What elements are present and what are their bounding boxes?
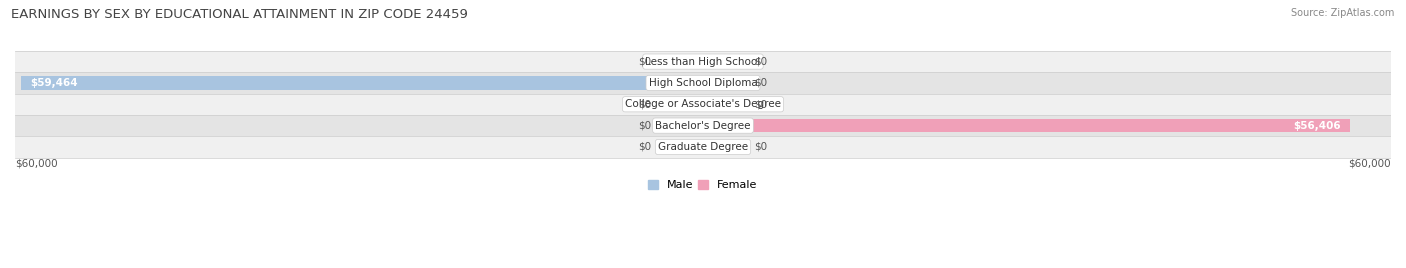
Bar bbox=[662, 140, 703, 154]
Bar bbox=[15, 115, 1391, 136]
Text: $0: $0 bbox=[755, 142, 768, 152]
Bar bbox=[703, 76, 744, 90]
Text: $0: $0 bbox=[638, 99, 651, 109]
Bar bbox=[21, 76, 703, 90]
Text: Graduate Degree: Graduate Degree bbox=[658, 142, 748, 152]
Text: High School Diploma: High School Diploma bbox=[648, 78, 758, 88]
Text: $60,000: $60,000 bbox=[15, 159, 58, 169]
Bar bbox=[703, 98, 744, 111]
Text: Less than High School: Less than High School bbox=[645, 57, 761, 66]
Bar bbox=[662, 98, 703, 111]
Text: $59,464: $59,464 bbox=[31, 78, 77, 88]
Text: College or Associate's Degree: College or Associate's Degree bbox=[626, 99, 780, 109]
Text: $0: $0 bbox=[638, 121, 651, 131]
Bar bbox=[703, 119, 1350, 132]
Bar bbox=[662, 119, 703, 132]
Bar bbox=[15, 94, 1391, 115]
Text: $60,000: $60,000 bbox=[1348, 159, 1391, 169]
Text: $56,406: $56,406 bbox=[1294, 121, 1340, 131]
Bar bbox=[15, 72, 1391, 94]
Bar bbox=[15, 51, 1391, 72]
Text: $0: $0 bbox=[638, 57, 651, 66]
Text: $0: $0 bbox=[638, 142, 651, 152]
Bar bbox=[15, 136, 1391, 158]
Bar bbox=[703, 55, 744, 68]
Bar bbox=[703, 140, 744, 154]
Bar bbox=[662, 55, 703, 68]
Text: $0: $0 bbox=[755, 99, 768, 109]
Legend: Male, Female: Male, Female bbox=[644, 175, 762, 195]
Text: $0: $0 bbox=[755, 57, 768, 66]
Text: $0: $0 bbox=[755, 78, 768, 88]
Text: Source: ZipAtlas.com: Source: ZipAtlas.com bbox=[1291, 8, 1395, 18]
Text: EARNINGS BY SEX BY EDUCATIONAL ATTAINMENT IN ZIP CODE 24459: EARNINGS BY SEX BY EDUCATIONAL ATTAINMEN… bbox=[11, 8, 468, 21]
Text: Bachelor's Degree: Bachelor's Degree bbox=[655, 121, 751, 131]
